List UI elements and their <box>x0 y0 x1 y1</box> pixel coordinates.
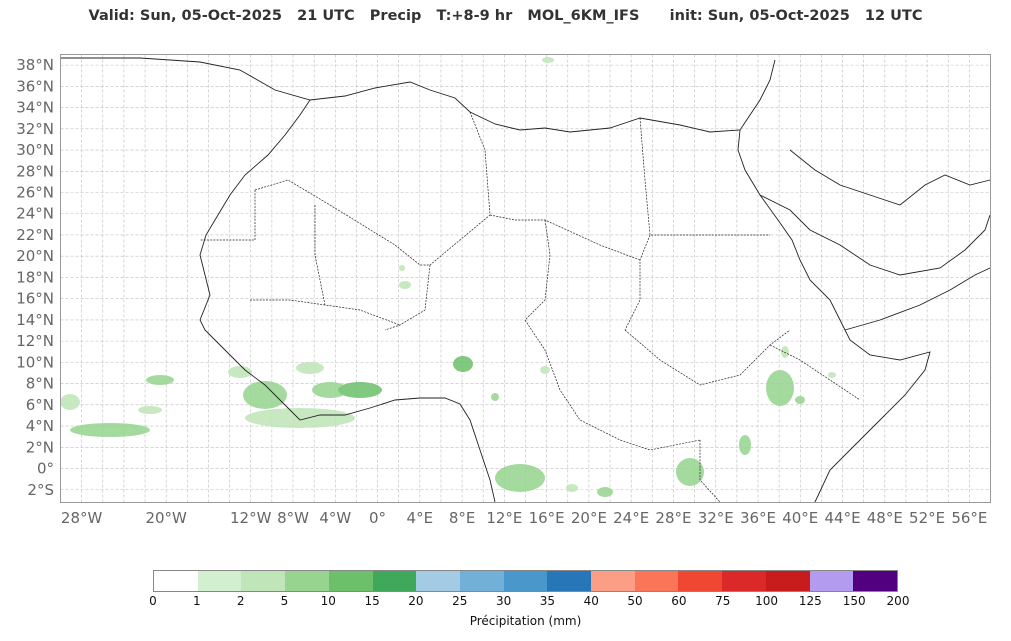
colorbar-tick-label: 10 <box>320 594 336 608</box>
colorbar-segment <box>591 571 635 591</box>
map-title: Valid: Sun, 05-Oct-2025 21 UTC Precip T:… <box>88 8 923 24</box>
lon-label: 40°E <box>782 509 818 527</box>
lon-label: 12°E <box>486 509 522 527</box>
colorbar-tick-label: 20 <box>408 594 424 608</box>
colorbar-segment <box>197 571 242 591</box>
precipitation-colorbar <box>153 570 898 592</box>
lon-label: 4°W <box>319 509 351 527</box>
longitude-labels: 28°W 20°W 12°W 8°W 4°W 0° 4°E 8°E 12°E 16°E 20°E 24… <box>61 509 987 527</box>
lat-label: 10°N <box>16 353 54 371</box>
colorbar-segment <box>634 571 679 591</box>
colorbar-tick-label: 30 <box>495 594 512 608</box>
lon-label: 48°E <box>867 509 903 527</box>
lon-label: 28°E <box>655 509 691 527</box>
colorbar-segment <box>809 571 854 591</box>
colorbar-segment <box>459 571 504 591</box>
colorbar-segment <box>503 571 548 591</box>
colorbar-tick-label: 50 <box>627 594 643 608</box>
colorbar-segment <box>241 571 286 591</box>
lon-label: 4°E <box>407 509 434 527</box>
colorbar-segment <box>722 571 766 591</box>
lat-label: 34°N <box>16 99 54 117</box>
colorbar-tick-label: 60 <box>671 594 687 608</box>
lat-label: 22°N <box>16 226 54 244</box>
precipitation-map: 38°N 36°N 34°N 32°N 30°N 28°N 26°N 24°N 22°N 20°N… <box>16 54 991 527</box>
lat-label: 18°N <box>16 268 54 286</box>
colorbar-segment <box>547 571 592 591</box>
lon-label: 44°E <box>825 509 861 527</box>
lat-label: 12°N <box>16 332 54 350</box>
map-frame <box>60 54 991 503</box>
lat-label: 26°N <box>16 184 54 202</box>
lat-label: 36°N <box>16 77 54 95</box>
coastlines <box>60 57 991 503</box>
latitude-labels: 38°N 36°N 34°N 32°N 30°N 28°N 26°N 24°N 22°N 20°N… <box>16 56 54 499</box>
colorbar-segment <box>154 571 198 591</box>
lon-label: 8°E <box>449 509 476 527</box>
precip-west-africa-coast <box>60 362 382 437</box>
colorbar-tick-label: 25 <box>452 594 468 608</box>
lon-label: 56°E <box>951 509 987 527</box>
lon-label: 0° <box>369 509 386 527</box>
colorbar-tick-label: 15 <box>364 594 380 608</box>
lon-label: 16°E <box>529 509 565 527</box>
lon-label: 36°E <box>740 509 776 527</box>
lat-label: 2°S <box>27 481 54 499</box>
colorbar-label: Précipitation (mm) <box>469 614 582 628</box>
lon-label: 12°W <box>230 509 272 527</box>
colorbar-segment <box>853 571 897 591</box>
lon-label: 52°E <box>909 509 945 527</box>
colorbar-segment <box>372 571 417 591</box>
colorbar-tick-label: 0 <box>149 594 157 608</box>
colorbar-tick-label: 5 <box>280 594 289 608</box>
colorbar-segment <box>416 571 460 591</box>
lat-label: 6°N <box>26 396 54 414</box>
colorbar-tick-label: 2 <box>236 594 245 608</box>
lon-label: 20°W <box>145 509 187 527</box>
lat-label: 8°N <box>26 375 54 393</box>
colorbar-tick-label: 40 <box>583 594 599 608</box>
lat-label: 32°N <box>16 120 54 138</box>
colorbar-tick-label: 200 <box>886 594 910 608</box>
colorbar-tick-label: 75 <box>715 594 731 608</box>
country-borders <box>200 111 861 503</box>
lat-label: 28°N <box>16 162 54 180</box>
colorbar-ticks: 0 1 2 5 10 15 20 25 30 35 40 50 60 75 100 125 150 200 <box>149 594 909 610</box>
colorbar-segment <box>328 571 373 591</box>
lon-label: 8°W <box>277 509 309 527</box>
colorbar-tick-label: 125 <box>798 594 822 608</box>
lat-label: 16°N <box>16 290 54 308</box>
precip-east-africa <box>676 346 836 486</box>
colorbar-segment <box>765 571 810 591</box>
precipitation-areas <box>60 57 836 497</box>
lat-label: 20°N <box>16 247 54 265</box>
lon-label: 32°E <box>698 509 734 527</box>
lat-label: 14°N <box>16 311 54 329</box>
lat-label: 0° <box>37 460 54 478</box>
lat-label: 38°N <box>16 56 54 74</box>
precip-central-africa <box>453 356 613 497</box>
lon-label: 28°W <box>61 509 103 527</box>
lon-label: 24°E <box>613 509 649 527</box>
colorbar-segment <box>678 571 723 591</box>
lat-label: 30°N <box>16 141 54 159</box>
lat-label: 2°N <box>26 438 54 456</box>
map-gridlines <box>60 54 991 503</box>
colorbar-tick-label: 1 <box>192 594 201 608</box>
colorbar-segment <box>285 571 329 591</box>
lon-label: 20°E <box>571 509 607 527</box>
colorbar-tick-label: 150 <box>842 594 866 608</box>
colorbar-tick-label: 35 <box>539 594 556 608</box>
colorbar-tick-label: 100 <box>755 594 778 608</box>
lat-label: 4°N <box>26 417 54 435</box>
lat-label: 24°N <box>16 205 54 223</box>
precip-sahel <box>399 57 554 289</box>
